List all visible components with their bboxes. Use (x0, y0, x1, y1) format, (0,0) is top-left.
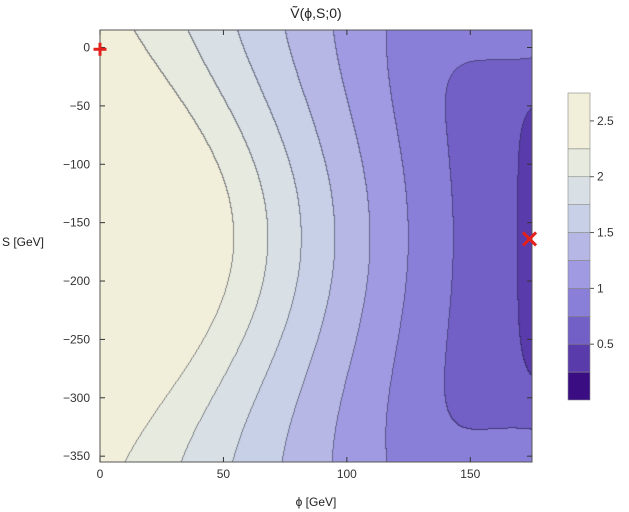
y-tick-label: −150 (63, 216, 90, 230)
colorbar-band (567, 92, 591, 150)
y-tick-label: −300 (63, 391, 90, 405)
colorbar-band (567, 343, 591, 373)
colorbar-band (567, 204, 591, 233)
y-tick-label: −350 (63, 449, 90, 463)
colorbar-tick-label: 1.5 (597, 226, 614, 240)
x-tick-label: 100 (337, 467, 357, 481)
colorbar-tick-label: 2 (597, 170, 604, 184)
colorbar-band (567, 148, 591, 178)
colorbar: 0.5 1 1.5 2 2.5 (567, 92, 614, 401)
x-tick-label: 150 (460, 467, 480, 481)
x-axis-title: ϕ [GeV] (296, 495, 337, 509)
y-tick-label: −50 (70, 99, 91, 113)
y-axis-title: S [GeV] (2, 235, 44, 249)
y-tick-label: −100 (63, 157, 90, 171)
contour-fill (100, 30, 532, 462)
plus-marker (93, 42, 107, 56)
colorbar-tick-label: 0.5 (597, 337, 614, 351)
colorbar-tick-label: 1 (597, 281, 604, 295)
y-tick-label: 0 (83, 41, 90, 55)
colorbar-band (567, 260, 591, 289)
y-tick-label: −250 (63, 332, 90, 346)
chart-title: Ṽ(ϕ,S;0) (290, 5, 341, 21)
colorbar-band (567, 288, 591, 317)
plot-area (99, 29, 533, 463)
colorbar-tick-label: 2.5 (597, 114, 614, 128)
plot-frame (99, 29, 533, 463)
colorbar-band (567, 315, 591, 345)
cross-marker (521, 231, 538, 247)
colorbar-band (567, 371, 591, 401)
x-tick-label: 50 (217, 467, 231, 481)
axes: 0 50 100 150 0 −50 −100 −150 −200 −250 −300 −350 (63, 30, 538, 481)
colorbar-band (567, 232, 591, 261)
y-tick-label: −200 (63, 274, 90, 288)
colorbar-band (567, 176, 591, 205)
x-tick-label: 0 (97, 467, 104, 481)
